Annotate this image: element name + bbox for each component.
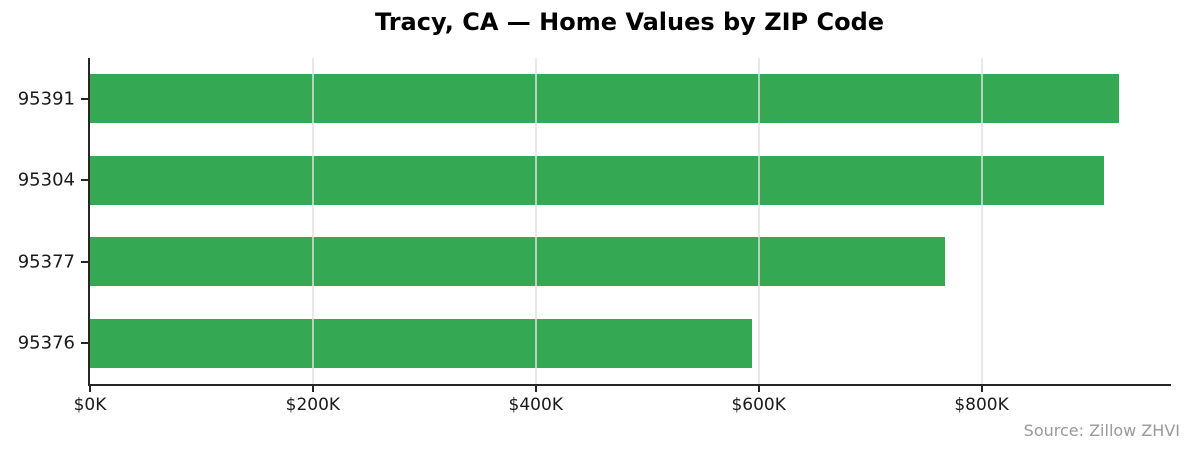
x-tick-label-0k: $0K [73,395,107,415]
y-tick-label-95377: 95377 [17,251,75,273]
bar-95304 [90,155,1105,205]
bar-row-95376 [90,303,1171,385]
x-tick-label-600k: $600K [731,395,786,415]
bars-container [90,58,1171,384]
x-axis: $0K $200K $400K $600K $800K [74,386,1171,426]
y-tick-mark-95376 [81,342,88,345]
x-tick-label-200k: $200K [285,395,341,415]
bar-row-95377 [90,221,1171,303]
y-tick-label-95391: 95391 [17,88,75,110]
y-tick-label-95376: 95376 [17,332,75,354]
gridline-600k [757,58,760,384]
bar-95376 [90,318,752,368]
x-tick-mark-0k [89,386,91,392]
gridline-400k [534,58,537,384]
x-tick-mark-600k [757,386,760,392]
bar-row-95391 [90,58,1171,140]
x-tick-mark-400k [534,386,537,392]
bar-row-95304 [90,140,1171,222]
bar-95391 [90,74,1119,124]
plot-area [88,58,1171,386]
y-tick-mark-95377 [81,260,88,263]
y-tick-label-95304: 95304 [17,169,75,191]
gridline-800k [980,58,983,384]
gridline-200k [311,58,314,384]
chart-title: Tracy, CA — Home Values by ZIP Code [374,8,885,36]
y-tick-mark-95304 [81,179,88,182]
source-note: Source: Zillow ZHVI [1023,421,1180,440]
x-tick-label-800k: $800K [954,395,1009,415]
y-axis: 95391 95304 95377 95376 [0,58,88,384]
bar-95377 [90,237,945,287]
y-tick-mark-95391 [81,97,88,100]
x-tick-label-400k: $400K [508,395,563,415]
x-tick-mark-800k [980,386,983,392]
x-tick-mark-200k [311,386,314,392]
